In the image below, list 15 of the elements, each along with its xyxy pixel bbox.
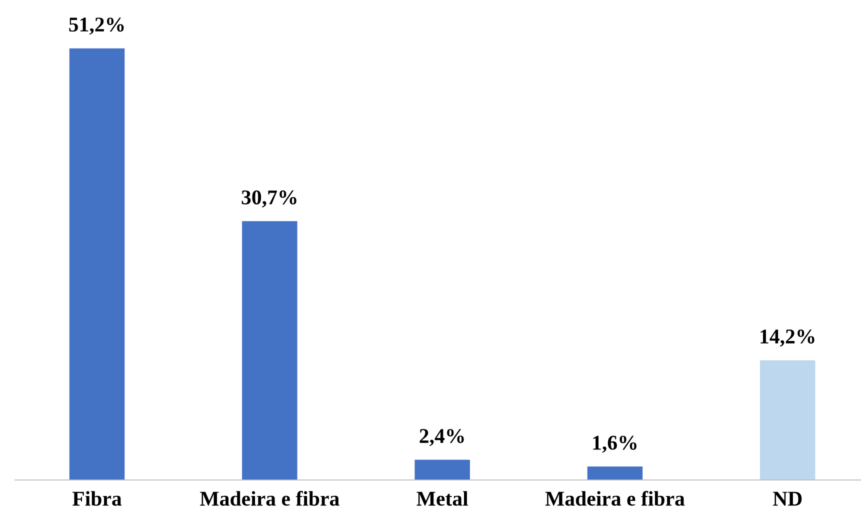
bar: [587, 466, 643, 480]
x-tick-label: Madeira e fibra: [545, 490, 685, 506]
data-label: 2,4%: [420, 428, 464, 446]
x-tick-label: Metal: [416, 491, 468, 506]
x-tick-label: Madeira e fibra: [200, 490, 340, 506]
bar: [69, 48, 125, 480]
bar: [414, 460, 470, 480]
x-tick-label: Fibra: [72, 491, 122, 506]
bar: [760, 360, 816, 480]
data-label: 30,7%: [242, 190, 296, 208]
bar: [242, 221, 298, 480]
data-label: 1,6%: [593, 436, 636, 453]
data-label: 51,2%: [69, 18, 124, 35]
x-tick-label: ND: [772, 492, 802, 506]
data-label: 14,2%: [760, 329, 814, 347]
